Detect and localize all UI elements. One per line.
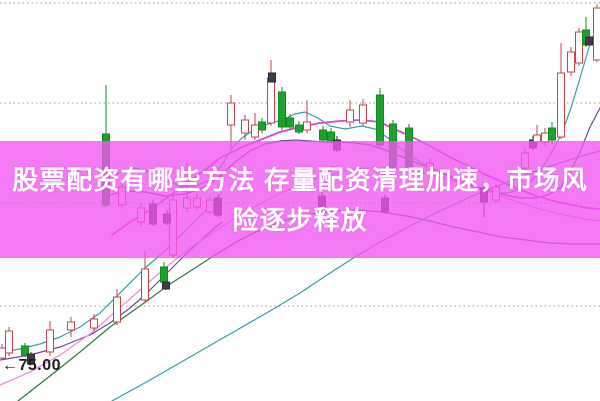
candle-body [303, 121, 311, 131]
candle-body [5, 330, 13, 354]
candle-body [286, 117, 294, 128]
candle-body [567, 51, 575, 73]
candle-body [575, 31, 583, 64]
headline-line-1: 股票配资有哪些方法 存量配资清理加速，市场风 [12, 164, 588, 195]
candle-body [251, 124, 259, 138]
candle-body [67, 321, 75, 331]
candle-body [113, 296, 121, 323]
candle-body [346, 109, 354, 123]
candle-body [548, 127, 556, 141]
candle-body [267, 77, 275, 124]
headline-banner: 股票配资有哪些方法 存量配资清理加速，市场风 险逐步释放 [0, 141, 600, 258]
candle-body [295, 124, 303, 133]
candle-body [557, 72, 565, 138]
price-label: ←75.00 [2, 357, 61, 375]
candle-body [278, 91, 286, 128]
candle-body [585, 36, 593, 46]
price-arrow-label: ←75.00 [2, 357, 62, 374]
candle-body [376, 94, 384, 146]
candle-body [46, 329, 54, 353]
candle-body [141, 268, 149, 301]
candle-body [227, 102, 235, 126]
candle-body [160, 266, 168, 283]
candle-body [359, 104, 367, 124]
candle-body [241, 119, 249, 134]
candle-body [21, 345, 29, 356]
candle-body [319, 129, 327, 141]
candle-body [593, 7, 600, 61]
candle-body [162, 281, 170, 290]
candle-body [27, 353, 35, 365]
candle-body [90, 318, 98, 329]
candle-body [258, 121, 266, 131]
candle-body [268, 72, 276, 83]
headline-line-2: 险逐步释放 [232, 204, 368, 235]
